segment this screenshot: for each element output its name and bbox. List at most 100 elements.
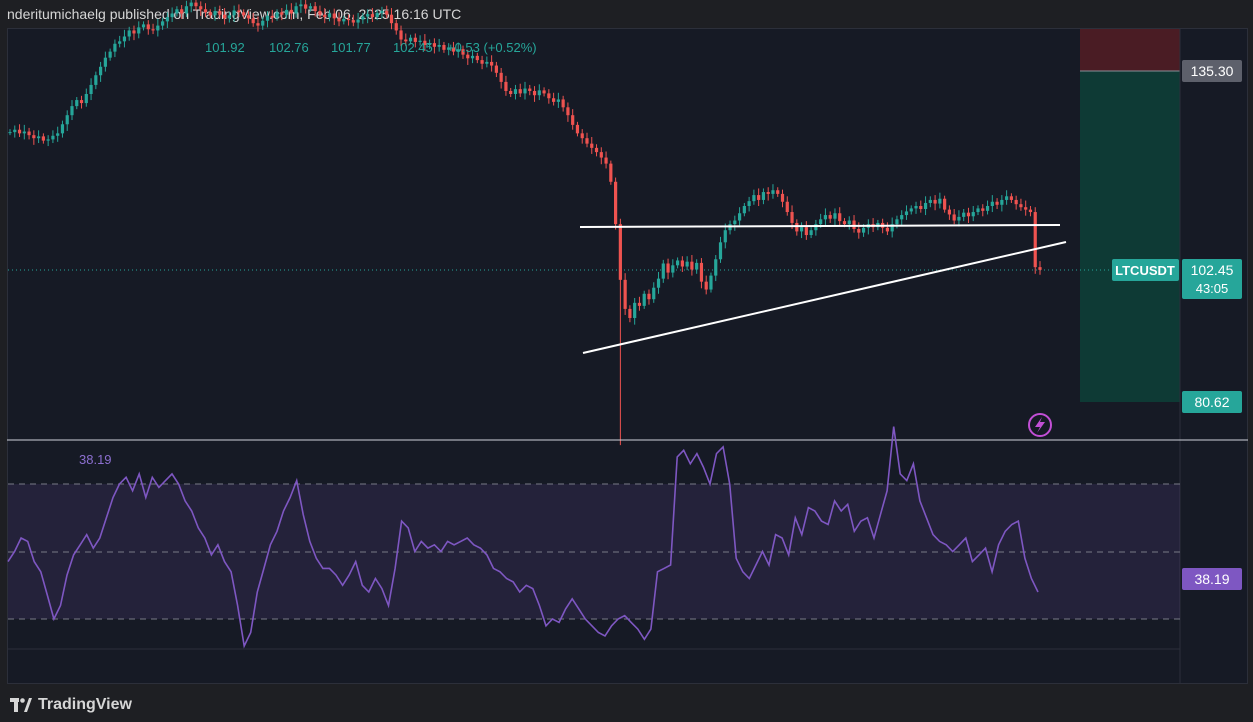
candle-body — [41, 136, 45, 141]
profit-zone[interactable] — [1080, 71, 1180, 402]
support-trendline[interactable] — [582, 241, 1067, 354]
candle-body — [509, 90, 513, 95]
candle-body — [8, 132, 12, 134]
candle-body — [466, 54, 470, 59]
candle-body — [389, 14, 394, 24]
ohlc-legend: 101.92 102.76 101.77 102.45 +0.53 (+0.52… — [205, 40, 537, 55]
candle-body — [943, 198, 947, 210]
candle-body — [795, 222, 799, 232]
candle-body — [256, 23, 260, 26]
candle-body — [485, 61, 489, 64]
candle-body — [404, 39, 408, 42]
candle-body — [666, 263, 670, 273]
candle-body — [475, 55, 479, 61]
candle-body — [447, 47, 451, 50]
candle-body — [895, 219, 899, 225]
candle-body — [861, 227, 866, 233]
candle-body — [151, 29, 155, 31]
candle-body — [599, 152, 603, 158]
candle-body — [981, 208, 985, 211]
candle-body — [17, 129, 22, 134]
candle-body — [995, 201, 999, 205]
rsi-line — [7, 426, 1039, 649]
candle-body — [156, 25, 160, 31]
last-price-label: 102.45 — [1191, 262, 1234, 278]
stop-price-label: 80.62 — [1194, 394, 1229, 410]
candle-body — [852, 220, 856, 229]
candle-body — [218, 11, 222, 15]
candle-body — [270, 15, 274, 18]
ohlc-close: 102.45 — [393, 40, 433, 55]
tradingview-logo-icon — [10, 698, 32, 712]
candle-body — [299, 4, 303, 7]
candle-body — [628, 308, 632, 318]
candle-body — [1038, 267, 1042, 270]
candle-body — [428, 43, 432, 45]
candle-body — [928, 199, 932, 203]
ohlc-change: +0.53 (+0.52%) — [447, 40, 537, 55]
candle-body — [542, 90, 546, 94]
candle-body — [757, 195, 761, 200]
target-price-label: 135.30 — [1191, 63, 1234, 79]
candle-body — [814, 224, 818, 231]
candle-body — [885, 227, 890, 232]
candle-body — [671, 265, 675, 273]
candle-body — [294, 6, 298, 14]
candle-body — [194, 2, 198, 7]
candle-body — [480, 60, 484, 64]
candle-body — [332, 13, 336, 19]
candle-body — [442, 44, 446, 50]
loss-zone[interactable] — [1080, 29, 1180, 71]
candle-body — [1024, 207, 1028, 210]
ohlc-high: 102.76 — [269, 40, 309, 55]
candle-body — [909, 208, 913, 212]
candle-body — [118, 41, 122, 44]
candle-body — [22, 131, 26, 134]
candle-body — [637, 302, 642, 306]
candle-body — [537, 90, 541, 96]
candle-body — [146, 24, 150, 30]
footer-branding[interactable]: TradingView — [10, 692, 132, 718]
candle-body — [857, 228, 861, 233]
candle-body — [346, 18, 351, 21]
candle-body — [451, 47, 456, 52]
candle-body — [1014, 199, 1018, 205]
lightning-icon[interactable] — [1028, 413, 1052, 437]
candle-body — [552, 98, 556, 102]
candle-body — [618, 224, 622, 280]
candle-body — [1028, 209, 1033, 213]
candle-body — [513, 89, 518, 95]
resistance-trendline[interactable] — [579, 224, 1061, 228]
candle-body — [776, 190, 780, 194]
candle-body — [1009, 196, 1013, 200]
chart-frame[interactable] — [7, 28, 1248, 684]
candle-body — [79, 100, 84, 104]
candle-body — [370, 14, 375, 18]
candle-body — [323, 14, 327, 18]
candle-body — [1033, 212, 1037, 268]
candle-body — [809, 230, 813, 236]
candle-body — [122, 36, 127, 42]
candle-body — [547, 93, 551, 99]
candle-body — [971, 212, 975, 217]
candle-body — [261, 20, 265, 26]
candle-body — [37, 136, 41, 139]
candle-body — [51, 135, 55, 140]
candle-body — [456, 49, 460, 52]
candle-body — [184, 6, 189, 14]
candle-body — [833, 213, 837, 219]
footer-brand-text: TradingView — [38, 696, 132, 713]
candle-body — [108, 51, 112, 58]
candle-body — [265, 15, 270, 21]
candle-body — [56, 133, 60, 136]
candle-body — [289, 9, 293, 14]
candle-body — [528, 88, 532, 91]
candle-body — [380, 11, 384, 13]
candle-body — [828, 215, 832, 219]
target-price-tag — [1182, 60, 1242, 82]
candle-body — [556, 99, 560, 102]
candle-body — [308, 6, 313, 9]
candle-body — [780, 193, 785, 202]
candle-body — [313, 6, 317, 12]
